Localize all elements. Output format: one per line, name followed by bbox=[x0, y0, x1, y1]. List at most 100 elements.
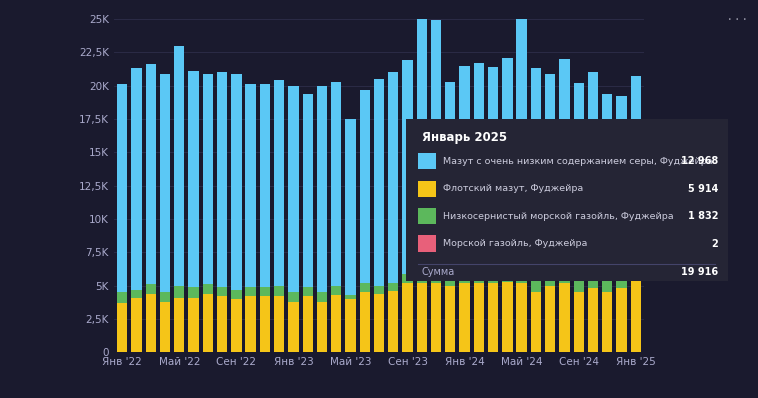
Bar bbox=[246, 287, 255, 296]
Bar bbox=[516, 0, 527, 272]
Bar bbox=[503, 271, 512, 282]
Bar bbox=[574, 269, 584, 292]
Bar bbox=[131, 290, 142, 298]
Bar bbox=[587, 268, 598, 288]
Bar bbox=[459, 283, 470, 352]
Bar bbox=[388, 291, 399, 352]
Bar bbox=[274, 286, 284, 296]
Bar bbox=[631, 76, 641, 249]
Bar bbox=[117, 84, 127, 292]
Bar bbox=[574, 83, 584, 269]
Bar bbox=[359, 90, 370, 283]
FancyBboxPatch shape bbox=[418, 153, 436, 170]
Text: ...: ... bbox=[726, 10, 749, 23]
Text: 2: 2 bbox=[711, 238, 718, 248]
Bar bbox=[445, 286, 456, 352]
Bar bbox=[202, 294, 213, 352]
Bar bbox=[317, 86, 327, 292]
Bar bbox=[274, 80, 284, 286]
Bar bbox=[417, 283, 427, 352]
Bar bbox=[174, 46, 184, 285]
Bar bbox=[146, 294, 156, 352]
Bar bbox=[531, 292, 541, 352]
Bar bbox=[359, 292, 370, 352]
Bar bbox=[431, 273, 441, 283]
Bar bbox=[302, 94, 313, 287]
Bar bbox=[559, 260, 569, 283]
Bar bbox=[516, 272, 527, 283]
Bar bbox=[260, 84, 270, 287]
Bar bbox=[217, 296, 227, 352]
Bar bbox=[616, 288, 627, 352]
Bar bbox=[302, 287, 313, 296]
Bar bbox=[474, 272, 484, 283]
Text: 5 914: 5 914 bbox=[688, 184, 718, 194]
Bar bbox=[374, 286, 384, 294]
Bar bbox=[346, 295, 356, 299]
Bar bbox=[503, 58, 512, 271]
Bar bbox=[474, 63, 484, 272]
Bar bbox=[574, 292, 584, 352]
Bar bbox=[545, 267, 556, 286]
Bar bbox=[431, 283, 441, 352]
Text: Низкосернистый морской газойль, Фуджейра: Низкосернистый морской газойль, Фуджейра bbox=[443, 212, 673, 220]
Bar bbox=[217, 72, 227, 287]
Bar bbox=[587, 72, 598, 268]
Bar bbox=[189, 71, 199, 287]
Bar bbox=[346, 299, 356, 352]
Bar bbox=[189, 298, 199, 352]
Bar bbox=[459, 66, 470, 272]
Bar bbox=[559, 59, 569, 260]
Bar bbox=[545, 286, 556, 352]
Bar bbox=[131, 298, 142, 352]
Bar bbox=[160, 292, 171, 302]
Bar bbox=[431, 20, 441, 273]
Bar bbox=[231, 74, 242, 290]
Bar bbox=[288, 302, 299, 352]
Bar bbox=[146, 64, 156, 284]
Bar bbox=[260, 287, 270, 296]
Bar bbox=[388, 72, 399, 283]
Bar bbox=[131, 68, 142, 290]
Bar bbox=[202, 284, 213, 294]
Bar bbox=[288, 86, 299, 292]
Bar bbox=[616, 272, 627, 288]
Bar bbox=[202, 74, 213, 284]
Bar bbox=[631, 249, 641, 273]
Bar bbox=[331, 286, 341, 295]
Bar bbox=[331, 295, 341, 352]
Bar bbox=[231, 290, 242, 299]
Bar bbox=[317, 292, 327, 302]
Text: 19 916: 19 916 bbox=[681, 267, 718, 277]
Bar bbox=[488, 272, 498, 283]
FancyBboxPatch shape bbox=[418, 181, 436, 197]
Bar bbox=[445, 82, 456, 276]
Bar bbox=[516, 283, 527, 352]
Bar bbox=[587, 288, 598, 352]
Text: 1 832: 1 832 bbox=[688, 211, 718, 221]
Bar bbox=[417, 273, 427, 283]
FancyBboxPatch shape bbox=[418, 208, 436, 224]
Text: Мазут с очень низким содержанием серы, Фуджейра: Мазут с очень низким содержанием серы, Ф… bbox=[443, 157, 713, 166]
Bar bbox=[359, 283, 370, 292]
FancyBboxPatch shape bbox=[418, 236, 436, 252]
Bar bbox=[374, 294, 384, 352]
Bar bbox=[288, 292, 299, 302]
Bar bbox=[231, 299, 242, 352]
Text: 12 968: 12 968 bbox=[681, 156, 718, 166]
Bar bbox=[160, 302, 171, 352]
Bar bbox=[402, 273, 412, 283]
Bar bbox=[545, 74, 556, 267]
Bar bbox=[474, 283, 484, 352]
Bar bbox=[346, 119, 356, 295]
Bar bbox=[616, 96, 627, 272]
Bar bbox=[260, 296, 270, 352]
Bar bbox=[174, 298, 184, 352]
Bar bbox=[246, 296, 255, 352]
Bar bbox=[631, 273, 641, 352]
Bar bbox=[374, 79, 384, 285]
Bar bbox=[331, 82, 341, 285]
Bar bbox=[602, 273, 612, 292]
Bar bbox=[602, 94, 612, 273]
Text: Сумма: Сумма bbox=[421, 267, 455, 277]
